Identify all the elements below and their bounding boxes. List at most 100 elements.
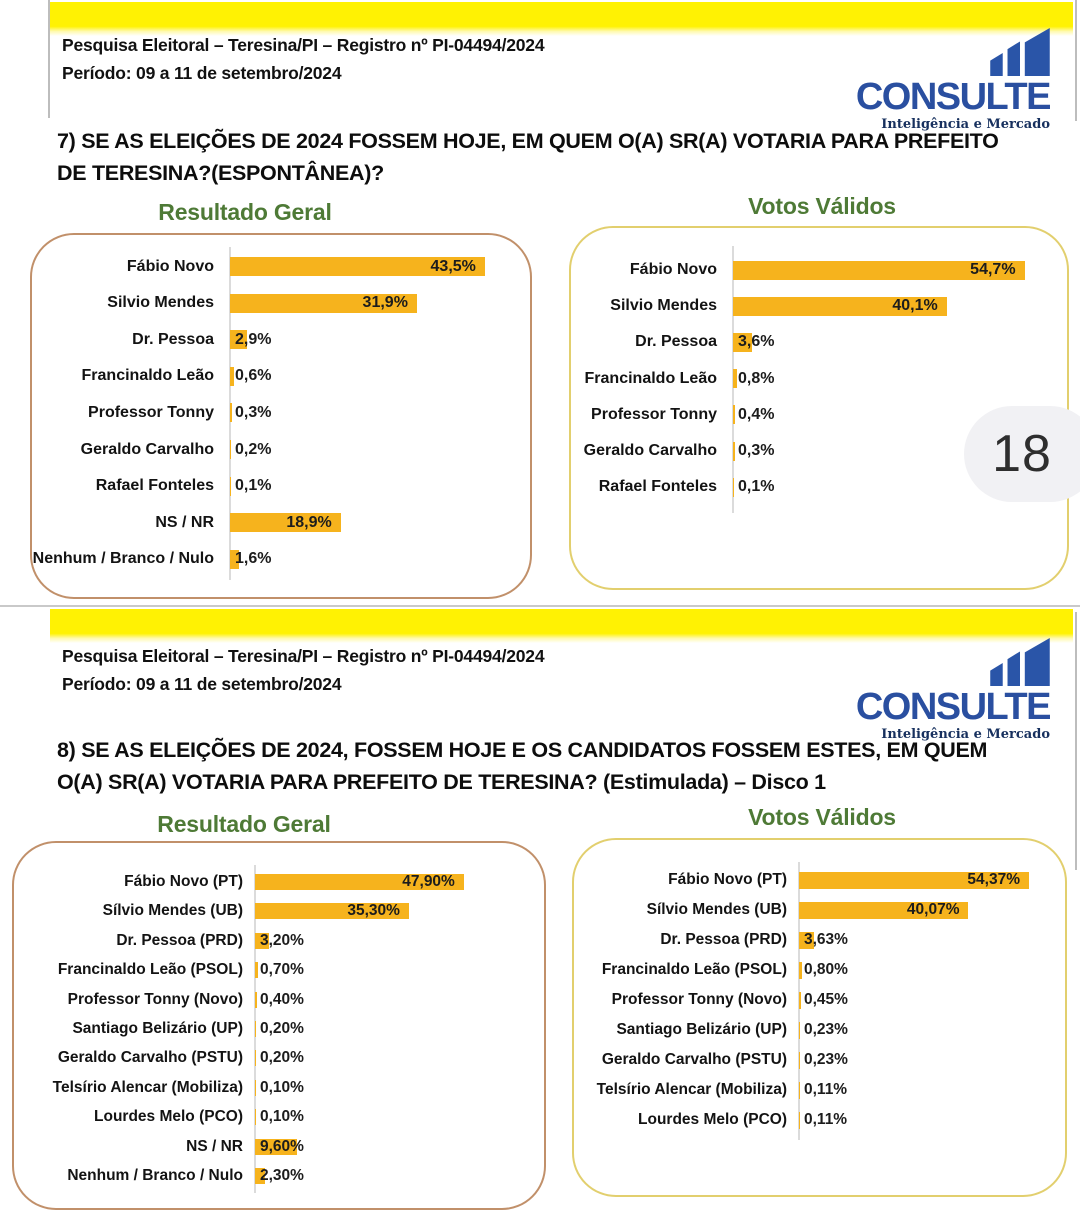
chart-title-q7-validos: Votos Válidos [748, 193, 896, 219]
bar-value: 0,10% [260, 1078, 304, 1096]
page1-left-edge-line [48, 0, 50, 118]
bar-value: 54,7% [970, 261, 1016, 278]
bar-label: Nenhum / Branco / Nulo [67, 1167, 243, 1184]
bar-label: Santiago Belizário (UP) [616, 1021, 787, 1038]
chart-box-q8-geral: Fábio Novo (PT) 47,90% Sílvio Mendes (UB) 3… [12, 841, 546, 1210]
bar-value: 31,9% [362, 294, 408, 312]
bar-value: 9,60% [260, 1137, 304, 1155]
bar-label: NS / NR [155, 513, 214, 531]
bar-value: 0,10% [260, 1108, 304, 1126]
bar-value: 3,20% [260, 931, 304, 949]
bar-label: Dr. Pessoa (PRD) [116, 931, 243, 949]
bar-label: Fábio Novo [629, 261, 717, 278]
bar-value: 18,9% [286, 513, 332, 531]
question-7: 7) SE AS ELEIÇÕES DE 2024 FOSSEM HOJE, E… [57, 126, 999, 189]
page2-top-yellow-band [50, 609, 1073, 643]
bar-label: Professor Tonny (Novo) [67, 990, 243, 1008]
bar-label: Dr. Pessoa (PRD) [660, 931, 787, 948]
bar [799, 961, 803, 979]
bar-label: Dr. Pessoa [132, 330, 214, 348]
question-8-line1: 8) SE AS ELEIÇÕES DE 2024, FOSSEM HOJE E… [57, 738, 988, 762]
bar-label: Fábio Novo (PT) [124, 873, 243, 890]
page2-header-line1: Pesquisa Eleitoral – Teresina/PI – Regis… [62, 646, 545, 666]
bar [733, 332, 753, 352]
page2-right-edge-line [1075, 612, 1077, 870]
bar [733, 296, 947, 316]
bar-label: Santiago Belizário (UP) [72, 1020, 243, 1037]
bar-value: 0,23% [804, 1021, 848, 1038]
page1-header: Pesquisa Eleitoral – Teresina/PI – Regis… [62, 32, 545, 87]
question-8-line2: O(A) SR(A) VOTARIA PARA PREFEITO DE TERE… [57, 769, 826, 794]
bar-value: 35,30% [347, 902, 400, 920]
bar [799, 991, 801, 1009]
bar-value: 0,1% [235, 477, 272, 495]
bar-label: Francinaldo Leão (PSOL) [57, 961, 243, 979]
bar-label: Professor Tonny [88, 403, 214, 421]
bar [230, 476, 231, 496]
bar-label: Silvio Mendes [610, 297, 717, 315]
bar [799, 1021, 800, 1039]
bar-value: 3,63% [804, 931, 848, 948]
page1-right-edge-line [1075, 0, 1077, 121]
bar [799, 871, 1029, 889]
question-7-line1: 7) SE AS ELEIÇÕES DE 2024 FOSSEM HOJE, E… [57, 129, 999, 153]
bar-value: 0,11% [804, 1111, 848, 1128]
bar-label: Francinaldo Leão [81, 367, 214, 385]
bar-label: Telsírio Alencar (Mobiliza) [596, 1081, 787, 1098]
question-8: 8) SE AS ELEIÇÕES DE 2024, FOSSEM HOJE E… [57, 735, 987, 798]
page2-header-line2: Período: 09 a 11 de setembro/2024 [62, 673, 342, 694]
bar [799, 901, 969, 919]
bar-value: 47,90% [402, 873, 455, 890]
bar-value: 54,37% [967, 871, 1020, 888]
bar [230, 330, 247, 350]
bar-label: Fábio Novo (PT) [668, 871, 787, 888]
question-7-line2: DE TERESINA?(ESPONTÂNEA)? [57, 160, 384, 185]
growth-bars-icon [990, 638, 1050, 686]
bar-label: Geraldo Carvalho [583, 442, 717, 459]
logo-tagline: Inteligência e Mercado [881, 727, 1050, 742]
bar-label: Professor Tonny (Novo) [611, 991, 787, 1008]
bar-value: 0,3% [235, 403, 272, 421]
bar-value: 0,11% [804, 1081, 848, 1098]
page1-header-line2: Período: 09 a 11 de setembro/2024 [62, 62, 342, 83]
page1-consulte-logo: CONSULTE Inteligência e Mercado [840, 28, 1052, 132]
bar-value: 2,30% [260, 1167, 304, 1184]
bar-label: Sílvio Mendes (UB) [646, 901, 787, 918]
bar-label: Lourdes Melo (PCO) [94, 1108, 243, 1126]
bar-value: 0,80% [804, 961, 848, 978]
bar-value: 0,70% [260, 961, 304, 979]
bar-value: 0,6% [235, 367, 272, 385]
bar-label: NS / NR [186, 1137, 243, 1155]
page2-header: Pesquisa Eleitoral – Teresina/PI – Regis… [62, 643, 545, 698]
bar [255, 903, 409, 920]
bar-value: 3,6% [738, 333, 775, 351]
bar-value: 0,1% [738, 478, 775, 496]
bar-value: 0,40% [260, 990, 304, 1008]
bar [255, 962, 259, 979]
bar [255, 1021, 256, 1037]
bar-value: 0,20% [260, 1020, 304, 1037]
bar-value: 0,2% [235, 440, 272, 458]
bar-label: Rafael Fonteles [598, 478, 717, 496]
bar-value: 0,8% [738, 369, 775, 387]
bar-label: Lourdes Melo (PCO) [638, 1111, 787, 1128]
bar [733, 405, 736, 425]
bar [230, 293, 417, 313]
bar-value: 2,9% [235, 330, 272, 348]
bar [230, 366, 234, 386]
bar-label: Professor Tonny [591, 405, 717, 423]
bar [799, 1051, 800, 1069]
bar-label: Francinaldo Leão [584, 369, 717, 387]
bar [799, 931, 815, 949]
bar-value: 1,6% [235, 550, 272, 568]
bar-label: Rafael Fonteles [95, 477, 214, 495]
bar-label: Silvio Mendes [107, 294, 214, 312]
bar-label: Geraldo Carvalho (PSTU) [57, 1049, 243, 1067]
bar [230, 513, 341, 533]
chart-title-q7-geral: Resultado Geral [158, 199, 332, 225]
bar [230, 549, 240, 569]
bar-value: 0,20% [260, 1049, 304, 1067]
chart-box-q7-geral: Fábio Novo 43,5% Silvio Mendes 31,9% Dr. Pes… [30, 233, 532, 599]
bar-label: Geraldo Carvalho [80, 440, 214, 458]
